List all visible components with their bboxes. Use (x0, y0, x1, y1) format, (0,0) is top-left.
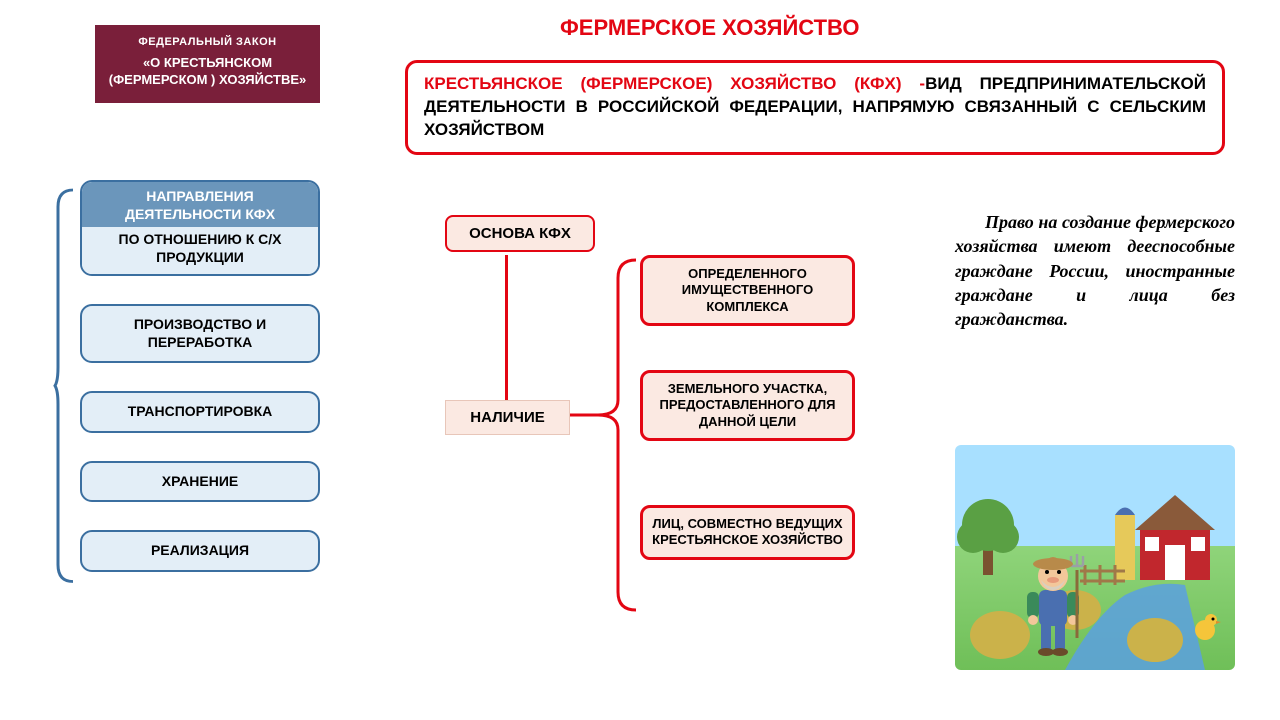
center-mid-box: НАЛИЧИЕ (445, 400, 570, 435)
left-item: ТРАНСПОРТИРОВКА (80, 391, 320, 433)
law-banner: ФЕДЕРАЛЬНЫЙ ЗАКОН «О КРЕСТЬЯНСКОМ (ФЕРМЕ… (95, 25, 320, 103)
farm-illustration (955, 445, 1235, 670)
left-item: ХРАНЕНИЕ (80, 461, 320, 503)
center-branch-item: ЗЕМЕЛЬНОГО УЧАСТКА, ПРЕДОСТАВЛЕННОГО ДЛЯ… (640, 370, 855, 441)
law-banner-small: ФЕДЕРАЛЬНЫЙ ЗАКОН (107, 35, 308, 50)
left-item: ПРОИЗВОДСТВО И ПЕРЕРАБОТКА (80, 304, 320, 363)
left-header-bottom: ПО ОТНОШЕНИЮ К С/Х ПРОДУКЦИИ (82, 227, 318, 274)
center-branch-item: ОПРЕДЕЛЕННОГО ИМУЩЕСТВЕННОГО КОМПЛЕКСА (640, 255, 855, 326)
red-bracket-icon (598, 260, 636, 610)
center-branch-item: ЛИЦ, СОВМЕСТНО ВЕДУЩИХ КРЕСТЬЯНСКОЕ ХОЗЯ… (640, 505, 855, 560)
left-header-top: НАПРАВЛЕНИЯ ДЕЯТЕЛЬНОСТИ КФХ (82, 182, 318, 227)
right-paragraph: Право на создание фермерского хозяйства … (955, 210, 1235, 331)
left-column: НАПРАВЛЕНИЯ ДЕЯТЕЛЬНОСТИ КФХ ПО ОТНОШЕНИ… (60, 180, 340, 572)
page-title: ФЕРМЕРСКОЕ ХОЗЯЙСТВО (560, 15, 859, 41)
law-banner-main: «О КРЕСТЬЯНСКОМ (ФЕРМЕРСКОМ ) ХОЗЯЙСТВЕ» (107, 54, 308, 89)
left-header: НАПРАВЛЕНИЯ ДЕЯТЕЛЬНОСТИ КФХ ПО ОТНОШЕНИ… (80, 180, 320, 276)
blue-bracket-icon (55, 190, 73, 582)
left-item: РЕАЛИЗАЦИЯ (80, 530, 320, 572)
definition-box: КРЕСТЬЯНСКОЕ (ФЕРМЕРСКОЕ) ХОЗЯЙСТВО (КФХ… (405, 60, 1225, 155)
center-vertical-connector (505, 255, 508, 400)
definition-red-part: КРЕСТЬЯНСКОЕ (ФЕРМЕРСКОЕ) ХОЗЯЙСТВО (КФХ… (424, 74, 925, 93)
center-root-box: ОСНОВА КФХ (445, 215, 595, 252)
